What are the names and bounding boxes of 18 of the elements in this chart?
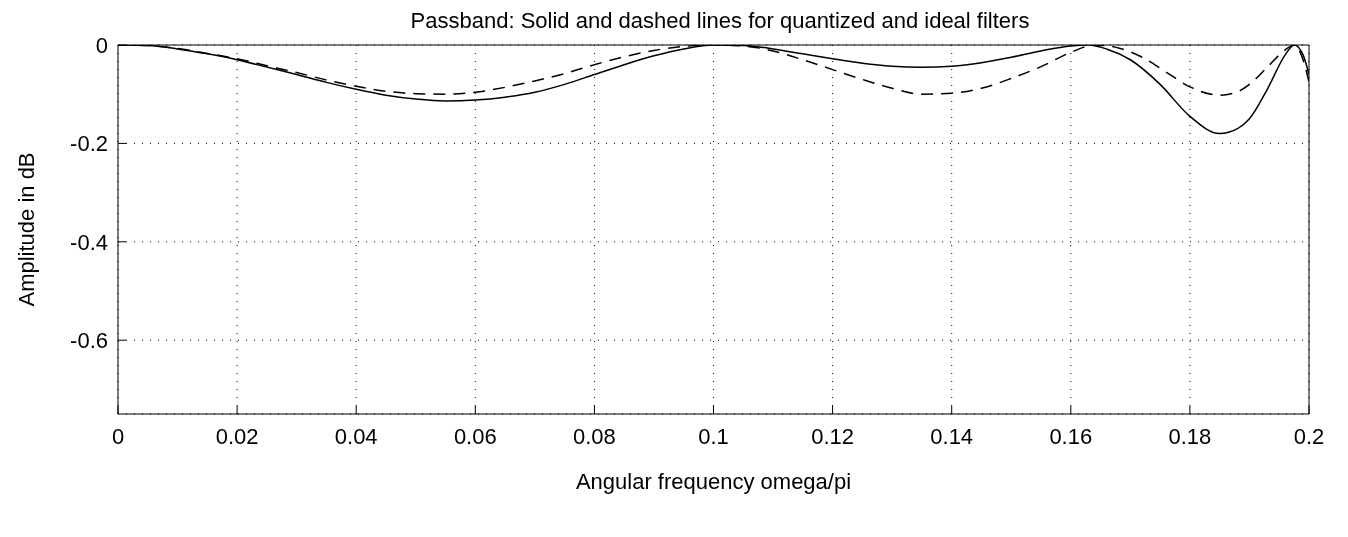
x-tick-label: 0.16 [1049, 423, 1093, 449]
y-tick-label: -0.4 [70, 229, 108, 255]
x-tick-label: 0.12 [811, 423, 855, 449]
chart-title: Passband: Solid and dashed lines for quantized and ideal filters [409, 8, 1031, 34]
x-tick-label: 0.18 [1168, 423, 1212, 449]
x-tick-label: 0.06 [453, 423, 497, 449]
y-tick-label: -0.2 [70, 131, 108, 157]
x-tick-label: 0.02 [215, 423, 259, 449]
x-tick-label: 0.08 [572, 423, 616, 449]
y-axis-title: Amplitude in dB [13, 152, 39, 307]
y-tick-label: 0 [95, 32, 108, 58]
x-tick-label: 0 [111, 423, 125, 449]
x-tick-label: 0.1 [698, 423, 729, 449]
x-tick-label: 0.2 [1293, 423, 1325, 449]
x-axis-title: Angular frequency omega/pi [575, 469, 852, 494]
y-tick-label: -0.6 [70, 328, 108, 354]
x-tick-label: 0.14 [930, 423, 974, 449]
x-tick-label: 0.04 [334, 423, 378, 449]
